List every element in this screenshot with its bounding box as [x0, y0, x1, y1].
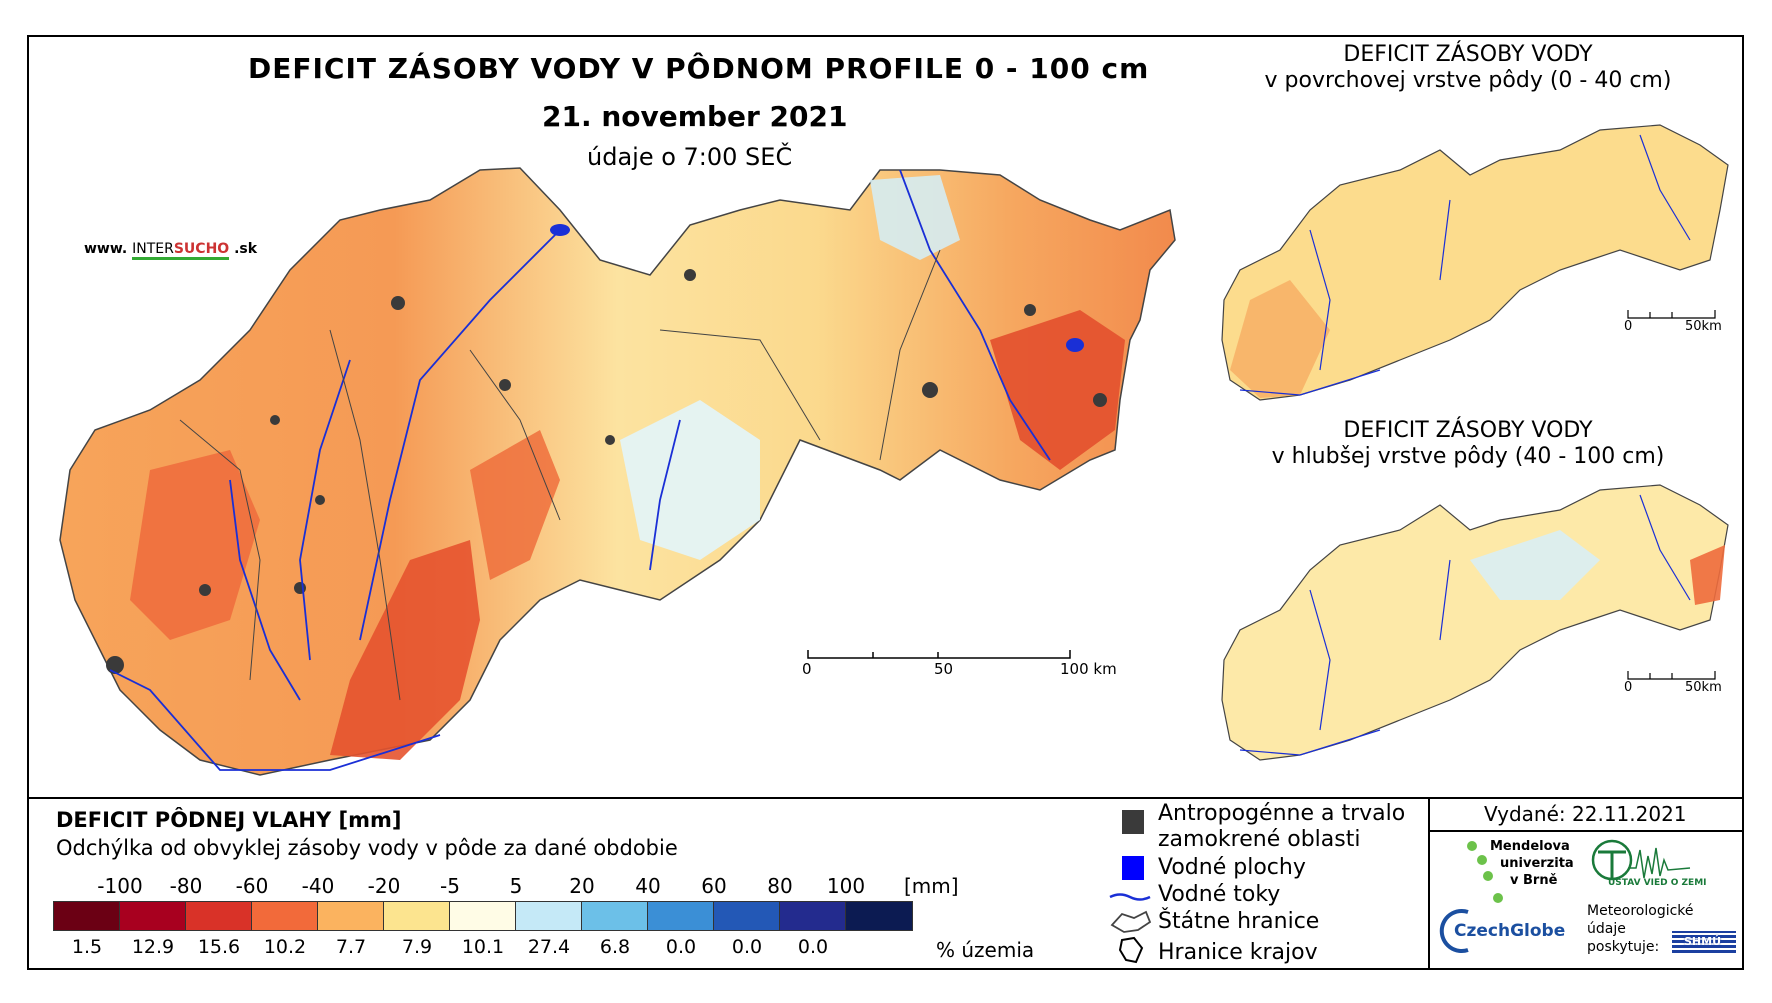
legend-panel	[27, 797, 1744, 970]
legend-swatch	[252, 902, 318, 930]
legend-tick-label: -80	[169, 874, 203, 898]
legend-percent-value: 7.7	[335, 936, 367, 958]
symbol-water-bodies-label: Vodné plochy	[1158, 855, 1306, 880]
mendel-line1: Mendelova	[1490, 839, 1570, 854]
legend-percent-value: 6.8	[599, 936, 631, 958]
legend-swatch	[714, 902, 780, 930]
rivers-main	[109, 169, 1051, 771]
meteo-line2: údaje	[1587, 921, 1626, 937]
slovakia-shape	[59, 167, 1176, 776]
legend-percent-value: 10.1	[461, 936, 505, 958]
website-logo: www. INTERSUCHO .sk	[84, 241, 257, 260]
legend-tick-label: 20	[569, 874, 595, 898]
czechglobe-logo-icon	[1439, 909, 1469, 953]
symbol-anthropogenic-label: Antropogénne a trvalo zamokrené oblasti	[1158, 801, 1406, 852]
legend-percent-value: 0.0	[731, 936, 763, 958]
mendel-logo-icon	[1467, 841, 1503, 903]
legend-tick-label: 100	[826, 874, 866, 898]
region-borders-main	[179, 249, 941, 701]
legend-percent-label: % územia	[936, 938, 1035, 962]
legend-tick-label: -60	[235, 874, 269, 898]
map-time-note: údaje o 7:00 SEČ	[587, 143, 793, 171]
symbol-icons	[1109, 810, 1152, 964]
region-border-icon	[1118, 936, 1144, 964]
scale-tick-50: 50	[934, 660, 954, 678]
issued-date: Vydané: 22.11.2021	[1484, 802, 1687, 826]
deficit-zone-southwest	[130, 450, 260, 640]
ustav-logo-icon	[1591, 839, 1691, 881]
symbol-state-border-label: Štátne hranice	[1158, 909, 1320, 934]
legend-swatch	[450, 902, 516, 930]
river-icon	[1109, 893, 1151, 901]
legend-percent-value: 1.5	[71, 936, 103, 958]
meteo-line1: Meteorologické	[1587, 903, 1694, 919]
state-border-icon	[1110, 910, 1152, 933]
legend-percent-value: 10.2	[263, 936, 307, 958]
legend-swatch	[120, 902, 186, 930]
legend-swatch	[318, 902, 384, 930]
inset-bottom-title: DEFICIT ZÁSOBY VODY v hlubšej vrstve pôd…	[1271, 418, 1665, 469]
legend-percent-value: 0.0	[665, 936, 697, 958]
legend-percent-value: 27.4	[527, 936, 571, 958]
legend-swatch	[780, 902, 846, 930]
legend-tick-label: 40	[635, 874, 661, 898]
legend-tick-label: 5	[509, 874, 523, 898]
inset-bottom-scale-50: 50km	[1685, 680, 1722, 695]
inset-top-scale-0: 0	[1624, 319, 1633, 334]
legend-swatch	[846, 902, 912, 930]
legend-swatch	[384, 902, 450, 930]
legend-percent-value: 12.9	[131, 936, 175, 958]
meteo-line3: poskytuje:	[1587, 939, 1660, 955]
legend-swatch	[582, 902, 648, 930]
main-scale-bar	[807, 650, 1071, 659]
legend-tick-label: 60	[701, 874, 727, 898]
legend-swatch	[54, 902, 120, 930]
water-body-icon	[1122, 856, 1144, 880]
map-title: DEFICIT ZÁSOBY VODY V PÔDNOM PROFILE 0 -…	[248, 52, 1150, 85]
legend-divider	[1428, 797, 1430, 970]
map-date: 21. november 2021	[542, 100, 848, 133]
anthropogenic-area-icon	[1122, 810, 1144, 834]
inset-top-scale-50: 50km	[1685, 319, 1722, 334]
wet-zone-south-central	[620, 400, 760, 560]
issued-divider	[1428, 830, 1744, 832]
legend-unit: [mm]	[904, 874, 959, 898]
shmu-logo-icon	[1672, 931, 1736, 953]
deficit-zone-center	[470, 430, 560, 580]
legend-swatch	[648, 902, 714, 930]
scale-tick-100: 100 km	[1060, 660, 1117, 678]
legend-percent-value: 0.0	[797, 936, 829, 958]
mendel-line2: univerzita	[1500, 856, 1574, 871]
legend-title: DEFICIT PÔDNEJ VLAHY [mm]	[56, 808, 402, 832]
legend-tick-label: -20	[367, 874, 401, 898]
legend-tick-label: 80	[767, 874, 793, 898]
inset-top-title: DEFICIT ZÁSOBY VODY v povrchovej vrstve …	[1264, 42, 1672, 93]
deficit-zone-east	[990, 310, 1125, 470]
legend-percent-value: 15.6	[197, 936, 241, 958]
urban-areas	[106, 269, 1107, 674]
legend-percent-value: 7.9	[401, 936, 433, 958]
deficit-zone-south	[330, 540, 480, 760]
ustav-label: ÚSTAV VIED O ZEMI	[1608, 878, 1707, 888]
czechglobe-label: CzechGlobe	[1454, 921, 1566, 941]
symbol-region-border-label: Hranice krajov	[1158, 940, 1318, 965]
scale-tick-0: 0	[802, 660, 812, 678]
legend-swatch	[516, 902, 582, 930]
legend-tick-label: -5	[440, 874, 460, 898]
legend-tick-label: -100	[97, 874, 143, 898]
legend-subtitle: Odchýlka od obvyklej zásoby vody v pôde …	[56, 836, 678, 860]
legend-swatch	[186, 902, 252, 930]
legend-tick-label: -40	[301, 874, 335, 898]
inset-bottom-scale-0: 0	[1624, 680, 1633, 695]
shmu-label: SHMÚ	[1684, 935, 1722, 948]
wet-zone-northeast	[870, 175, 960, 260]
mendel-line3: v Brně	[1510, 873, 1558, 888]
legend-color-scale	[53, 901, 913, 931]
symbol-rivers-label: Vodné toky	[1158, 882, 1281, 907]
